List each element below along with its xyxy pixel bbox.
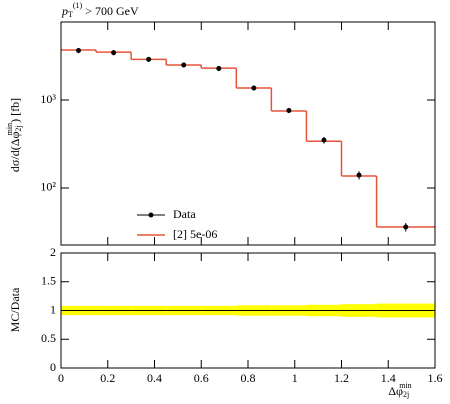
data-point — [146, 56, 152, 62]
x-axis-label: Δφ2jmin — [388, 381, 411, 399]
x-label-a: Δφ — [388, 384, 403, 398]
y-label-sup: min — [5, 123, 14, 135]
data-point — [111, 50, 117, 56]
annotation-sup: (1) — [73, 1, 83, 10]
y-tick-label: 10³ — [40, 92, 56, 106]
annotation-rest: > 700 GeV — [82, 4, 139, 18]
y-tick-label: 10² — [40, 180, 56, 194]
x-tick-label: 1 — [292, 371, 298, 385]
annotation-sub: T — [68, 10, 73, 19]
x-tick-label: 1.4 — [381, 371, 396, 385]
x-tick-label: 0.4 — [147, 371, 162, 385]
x-label-sub: 2j — [403, 390, 409, 399]
x-tick-label: 0.2 — [100, 371, 115, 385]
y-label-a: dσ/d(Δφ — [8, 132, 22, 173]
x-tick-label: 1.2 — [334, 371, 349, 385]
legend-label: Data — [173, 207, 196, 221]
x-tick-label: 0.8 — [241, 371, 256, 385]
axis-frame — [60, 21, 436, 246]
data-point — [251, 85, 257, 91]
y-tick-label: 0.5 — [41, 331, 56, 345]
x-label-sup: min — [399, 381, 411, 390]
y-axis-label: dσ/d(Δφ2jmin) [fb] — [5, 98, 23, 172]
data-point — [356, 172, 362, 178]
data-point — [321, 137, 327, 143]
data-point — [181, 62, 187, 68]
data-point — [286, 107, 292, 113]
y-tick-label: 1.5 — [41, 274, 56, 288]
y-tick-label: 0 — [50, 360, 56, 374]
y-label-b: ) [fb] — [8, 98, 22, 123]
legend-marker — [148, 212, 154, 218]
legend-label: [2] 5e-06 — [173, 227, 217, 241]
ratio-y-axis-label: MC/Data — [8, 287, 22, 332]
x-tick-label: 0.6 — [194, 371, 209, 385]
x-tick-label: 1.6 — [428, 371, 443, 385]
data-point — [403, 224, 409, 230]
data-point — [216, 66, 222, 72]
x-tick-label: 0 — [58, 371, 64, 385]
y-tick-label: 1 — [50, 302, 56, 316]
y-label-sub: 2j — [14, 125, 23, 131]
data-point — [76, 48, 82, 54]
annotation-base: p — [61, 4, 68, 18]
annotation: pT(1) > 700 GeV — [61, 1, 139, 19]
y-tick-label: 2 — [50, 245, 56, 259]
